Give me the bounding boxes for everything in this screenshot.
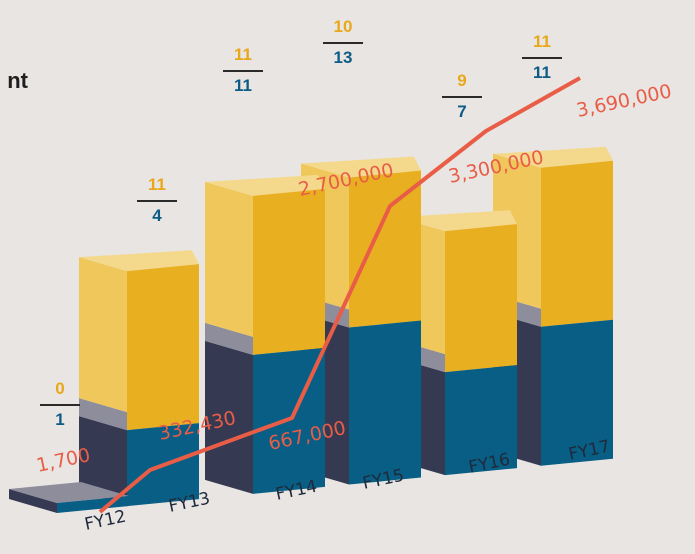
yellow-top-face xyxy=(205,174,325,196)
bar-FY13 xyxy=(79,250,199,507)
blue-side-face xyxy=(79,416,127,507)
count-label-yellow: 0 xyxy=(55,379,64,398)
side-transition xyxy=(79,398,127,431)
count-label-yellow: 9 xyxy=(457,71,466,90)
count-label-blue: 7 xyxy=(457,102,466,121)
count-label-blue: 11 xyxy=(234,76,252,95)
line-series xyxy=(98,76,581,514)
yellow-front-face xyxy=(541,160,613,327)
bar-scene xyxy=(9,146,613,513)
yellow-side-face xyxy=(79,257,127,413)
yellow-top-face xyxy=(79,250,199,272)
line-series-path xyxy=(98,76,581,514)
blue-front-face xyxy=(349,320,421,485)
yellow-top-face xyxy=(301,156,421,178)
count-label-yellow: 11 xyxy=(148,175,166,194)
count-label-yellow: 11 xyxy=(533,32,551,51)
count-label-blue: 4 xyxy=(152,206,162,225)
blue-side-face xyxy=(9,489,57,513)
category-label: FY12 xyxy=(83,507,128,535)
count-label-blue: 13 xyxy=(334,48,353,67)
yellow-front-face xyxy=(127,264,199,431)
blue-front-face xyxy=(541,319,613,466)
yellow-side-face xyxy=(205,181,253,337)
count-label-yellow: 10 xyxy=(334,17,353,36)
count-label-yellow: 11 xyxy=(234,45,252,64)
yellow-top-face xyxy=(493,146,613,168)
side-transition xyxy=(205,322,253,355)
flat-top-face xyxy=(9,481,129,503)
blue-side-face xyxy=(205,340,253,494)
yellow-front-face xyxy=(253,188,325,355)
blue-front-face xyxy=(445,365,517,476)
yellow-front-face xyxy=(445,224,517,373)
yellow-front-face xyxy=(349,170,421,328)
count-label-blue: 1 xyxy=(55,410,64,429)
line-value-label: 3,690,000 xyxy=(574,80,673,122)
count-label-blue: 11 xyxy=(533,63,551,82)
yellow-top-face xyxy=(397,210,517,232)
chart-title-fragment: nt xyxy=(7,68,28,93)
